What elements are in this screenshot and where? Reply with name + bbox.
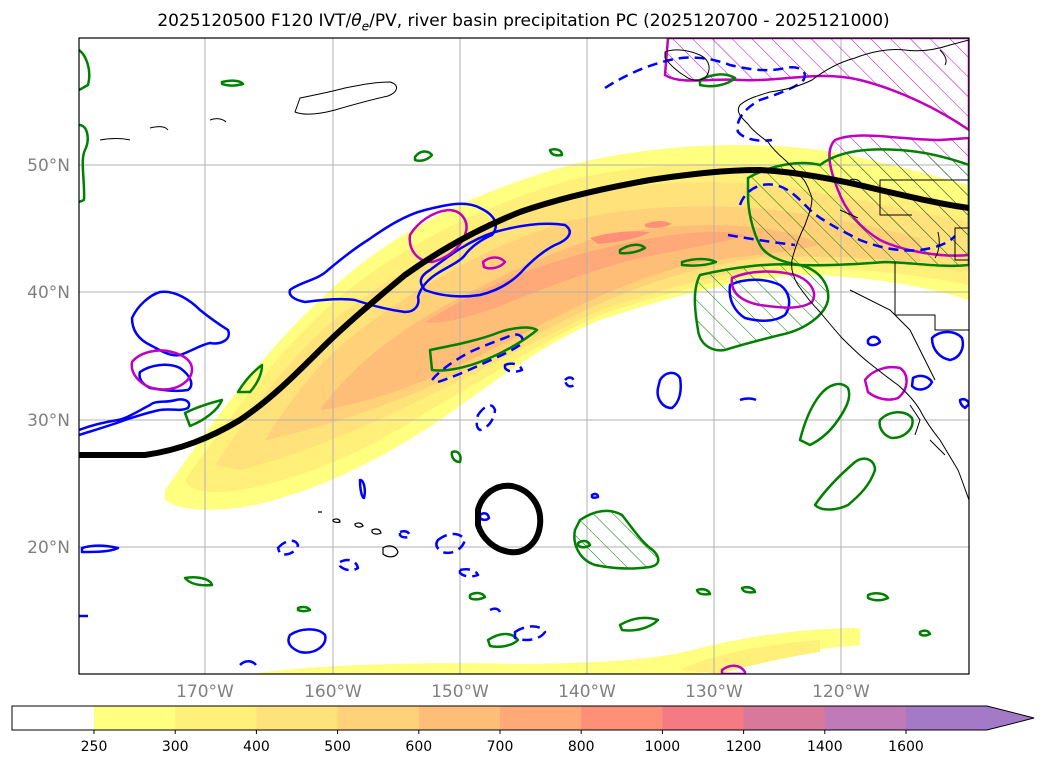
colorbar: 250 300 400 500 600 700 800 1000 1200 1400 1600 xyxy=(11,705,1035,755)
lat-axis: 50°N 40°N 30°N 20°N xyxy=(27,156,70,558)
colorbar-tick-label: 300 xyxy=(162,739,189,755)
pv-contours xyxy=(79,202,969,666)
colorbar-segment xyxy=(581,706,663,730)
lon-axis: 170°W 160°W 150°W 140°W 130°W 120°W xyxy=(176,682,870,702)
colorbar-outline xyxy=(11,705,1035,731)
colorbar-tick-label: 250 xyxy=(81,739,108,755)
colorbar-segment xyxy=(256,706,339,730)
black-closed-contour xyxy=(475,482,544,556)
colorbar-segment xyxy=(94,706,176,730)
colorbar-segment xyxy=(824,706,907,730)
lon-tick-label: 150°W xyxy=(431,682,489,702)
map-plot-area xyxy=(79,38,969,674)
ivt-band-800b xyxy=(645,221,672,228)
colorbar-segments xyxy=(94,706,988,730)
ivt-band-700 xyxy=(425,232,745,323)
colorbar-segment xyxy=(743,706,826,730)
green-hatch-south xyxy=(573,509,660,570)
colorbar-tick-label: 1600 xyxy=(888,739,924,755)
ivt-band-600 xyxy=(320,225,820,410)
lon-tick-label: 140°W xyxy=(558,682,616,702)
lon-tick-label: 120°W xyxy=(812,682,870,702)
colorbar-segment xyxy=(337,706,420,730)
ivt-south-band-300 xyxy=(680,640,820,674)
precip-contours xyxy=(130,208,908,674)
colorbar-segment xyxy=(906,706,988,730)
colorbar-tick-label: 1000 xyxy=(645,739,681,755)
colorbar-ticks: 250 300 400 500 600 700 800 1000 1200 1400 1600 xyxy=(81,730,924,755)
lon-tick-label: 170°W xyxy=(176,682,234,702)
map-title: 2025120500 F120 IVT/θe/PV, river basin p… xyxy=(0,11,1047,33)
lat-tick-label: 30°N xyxy=(27,411,70,431)
map-frame xyxy=(78,37,970,675)
colorbar-tick-label: 500 xyxy=(324,739,351,755)
green-hatch-coast xyxy=(693,262,830,352)
colorbar-tick-label: 1200 xyxy=(726,739,762,755)
colorbar-tick-label: 600 xyxy=(405,739,432,755)
colorbar-tick-label: 700 xyxy=(487,739,514,755)
lat-tick-label: 50°N xyxy=(27,156,70,176)
colorbar-segment xyxy=(175,706,257,730)
colorbar-segment xyxy=(500,706,582,730)
coastlines xyxy=(99,39,969,501)
colorbar-segment xyxy=(418,706,501,730)
hawaii-islands xyxy=(318,511,399,558)
colorbar-extend-arrow xyxy=(987,706,1034,730)
colorbar-tick-label: 800 xyxy=(568,739,595,755)
ivt-band-500 xyxy=(265,206,920,440)
colorbar-segment xyxy=(662,706,745,730)
colorbar-tick-label: 1400 xyxy=(807,739,843,755)
lat-tick-label: 40°N xyxy=(27,283,70,303)
green-hatch-north xyxy=(746,148,969,268)
title-theta-sub: e xyxy=(361,19,370,34)
lon-tick-label: 130°W xyxy=(685,682,743,702)
theta-e-contours xyxy=(79,48,932,648)
ivt-jet-line xyxy=(79,166,969,458)
colorbar-under-segment xyxy=(12,706,94,730)
lon-tick-label: 160°W xyxy=(304,682,362,702)
pv-contours-dashed xyxy=(276,56,956,642)
title-theta: θ xyxy=(351,11,362,31)
ivt-band-800 xyxy=(590,231,650,244)
lat-tick-label: 20°N xyxy=(27,538,70,558)
colorbar-tick-label: 400 xyxy=(243,739,270,755)
title-prefix: 2025120500 F120 IVT/ xyxy=(157,11,352,31)
title-suffix: /PV, river basin precipitation PC (20251… xyxy=(369,11,890,31)
